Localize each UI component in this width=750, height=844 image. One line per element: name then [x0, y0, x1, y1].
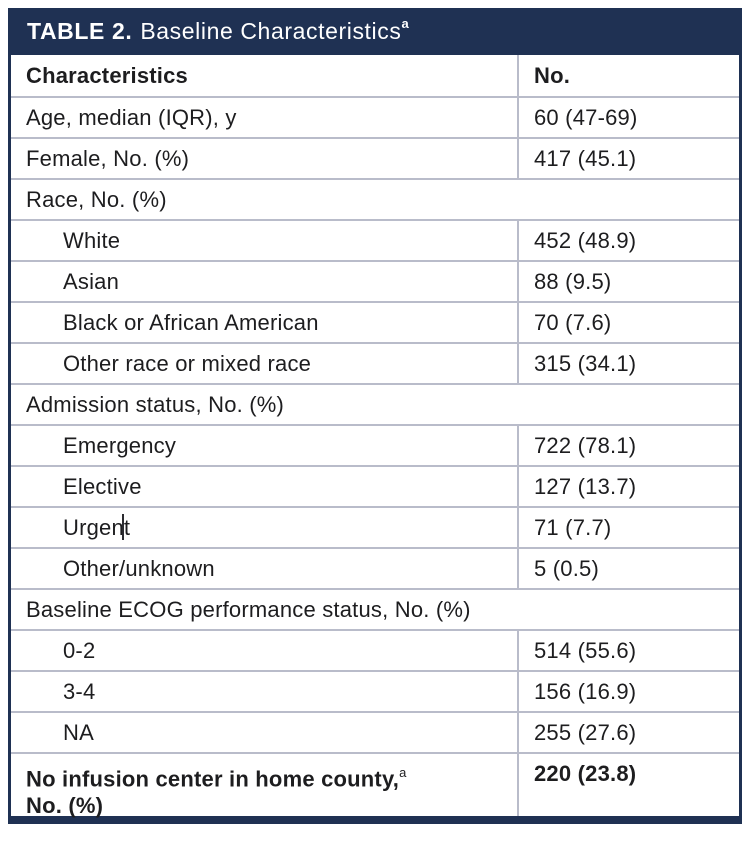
section-row-ecog-status: Baseline ECOG performance status, No. (%… — [11, 590, 739, 631]
row-label: Female, No. (%) — [26, 145, 190, 171]
title-footnote-marker: a — [401, 16, 410, 32]
row-label: 3-4 — [63, 678, 96, 704]
row-label: Elective — [63, 473, 142, 499]
table-row: White 452 (48.9) — [11, 221, 739, 262]
footnote-marker: a — [399, 765, 407, 780]
text-cursor-ibeam — [122, 513, 125, 540]
section-row-race: Race, No. (%) — [11, 180, 739, 221]
table-title-text: Baseline Characteristicsa — [140, 16, 410, 45]
table-row: Asian 88 (9.5) — [11, 262, 739, 303]
row-label: Black or African American — [63, 309, 319, 335]
row-label-text: Urgent — [63, 514, 131, 540]
section-row-admission-status: Admission status, No. (%) — [11, 385, 739, 426]
table-row: Urgent 71 (7.7) — [11, 508, 739, 549]
table-row: 3-4 156 (16.9) — [11, 672, 739, 713]
table-row: 0-2 514 (55.6) — [11, 631, 739, 672]
table-row: Female, No. (%) 417 (45.1) — [11, 139, 739, 180]
column-header-characteristics: Characteristics — [26, 62, 188, 88]
row-value: 417 (45.1) — [517, 139, 739, 178]
row-label: Urgent — [11, 513, 517, 541]
row-label: Other/unknown — [63, 555, 215, 581]
row-label: Asian — [63, 268, 120, 294]
row-value: 70 (7.6) — [517, 303, 739, 342]
table-title-bar: TABLE 2. Baseline Characteristicsa — [11, 8, 739, 55]
row-label: No infusion center in home county,a No. (… — [11, 754, 517, 819]
table-row: Other race or mixed race 315 (34.1) — [11, 344, 739, 385]
baseline-characteristics-table: TABLE 2. Baseline Characteristicsa Chara… — [8, 8, 742, 824]
row-value: 127 (13.7) — [517, 467, 739, 506]
table-row-no-infusion-center: No infusion center in home county,a No. (… — [11, 754, 739, 819]
row-value: 722 (78.1) — [517, 426, 739, 465]
row-value: 60 (47-69) — [517, 98, 739, 137]
row-label: Age, median (IQR), y — [26, 104, 237, 130]
row-label: NA — [63, 719, 94, 745]
row-label-line2: No. (%) — [26, 793, 104, 819]
row-value: 156 (16.9) — [517, 672, 739, 711]
row-value: 452 (48.9) — [517, 221, 739, 260]
table-row: NA 255 (27.6) — [11, 713, 739, 754]
row-label: Other race or mixed race — [63, 350, 312, 376]
table-row: Emergency 722 (78.1) — [11, 426, 739, 467]
table-row: Elective 127 (13.7) — [11, 467, 739, 508]
row-value: 220 (23.8) — [517, 754, 739, 816]
row-value: 5 (0.5) — [517, 549, 739, 588]
row-label-line1: No infusion center in home county, — [26, 766, 400, 792]
row-value: 315 (34.1) — [517, 344, 739, 383]
row-value: 88 (9.5) — [517, 262, 739, 301]
table-title-text-inner: Baseline Characteristics — [140, 18, 402, 44]
table-row: Other/unknown 5 (0.5) — [11, 549, 739, 590]
row-value: 255 (27.6) — [517, 713, 739, 752]
column-header-no: No. — [517, 55, 739, 96]
table-row: Black or African American 70 (7.6) — [11, 303, 739, 344]
table-header-row: Characteristics No. — [11, 55, 739, 98]
row-label: Emergency — [63, 432, 177, 458]
row-value: 514 (55.6) — [517, 631, 739, 670]
row-label: 0-2 — [63, 637, 96, 663]
table-row: Age, median (IQR), y 60 (47-69) — [11, 98, 739, 139]
row-label: White — [63, 227, 121, 253]
table-number-label: TABLE 2. — [27, 18, 133, 44]
row-value: 71 (7.7) — [517, 508, 739, 547]
